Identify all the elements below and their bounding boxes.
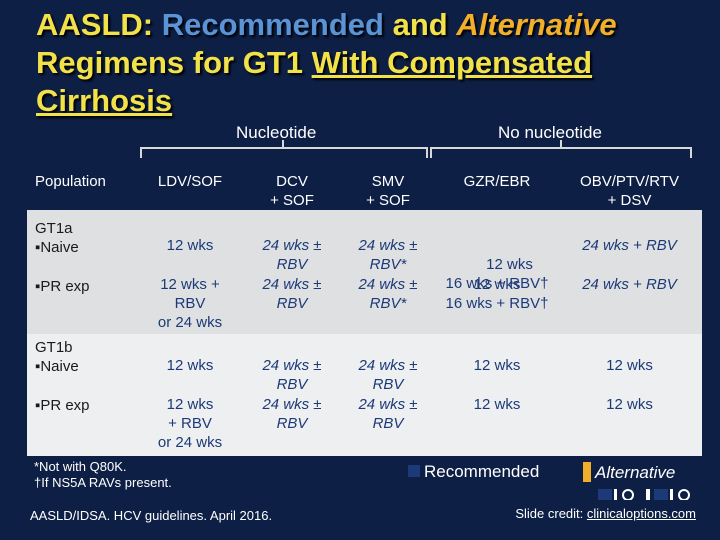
title-line3: Cirrhosis [36,83,173,118]
header-population: Population [35,173,106,190]
credit-prefix: Slide credit: [515,506,584,521]
gt1b-naive-ldv-sof: 12 wks [166,357,214,374]
header-ldv-sof: LDV/SOF [157,173,223,190]
gt1a-prexp-gzr-ebr: 12 wks 16 wks + RBV† [445,276,549,312]
gt1b-prexp-ldv-sof: 12 wks + RBV or 24 wks [157,396,223,451]
header-smv-sof: SMV + SOF [366,173,410,209]
gt1a-prexp-smv-sof: 24 wks ± RBV* [358,276,418,312]
gt1b-section: GT1b ▪Naive ▪PR exp 12 wks 24 wks ± RBV … [27,334,702,456]
legend-alternative: Alternative [583,462,675,483]
gt1a-naive-gzr-ebr-text: 12 wks 16 wks + RBV† [445,256,549,292]
footnotes: *Not with Q80K. †If NS5A RAVs present. [34,459,172,491]
gt1a-naive-smv-sof: 24 wks ± RBV* [358,237,418,273]
gt1a-naive-obv: 24 wks + RBV [582,237,677,254]
recommended-swatch-icon [408,465,420,477]
gt1a-naive-dcv-sof: 24 wks ± RBV [262,237,322,273]
title-line2b: With Compensated [311,45,593,80]
bracket-no-nucleotide [430,140,692,158]
gt1a-label: GT1a [35,220,73,237]
credit-link[interactable]: clinicaloptions.com [586,506,696,521]
gt1b-prexp-gzr-ebr: 12 wks [473,396,521,413]
gt1a-prexp-ldv-sof: 12 wks + RBV or 24 wks [157,276,223,331]
title-part1: AASLD: [36,7,154,42]
regimen-table: Population LDV/SOF DCV + SOF SMV + SOF G… [27,158,702,456]
slide-title: AASLD: Recommended and Alternative Regim… [36,6,676,120]
table-header-row: Population LDV/SOF DCV + SOF SMV + SOF G… [27,158,702,210]
header-dcv-sof: DCV + SOF [270,173,314,209]
source-citation: AASLD/IDSA. HCV guidelines. April 2016. [30,508,273,523]
alternative-swatch-icon [583,462,591,482]
cco-logo-icon [598,489,690,500]
gt1b-naive-gzr-ebr: 12 wks [473,357,521,374]
gt1a-prexp-label: ▪PR exp [35,278,90,295]
gt1b-naive-obv: 12 wks [606,357,653,374]
gt1b-naive-dcv-sof: 24 wks ± RBV [262,357,322,393]
title-line2a: Regimens for GT1 [36,45,303,80]
gt1b-naive-label: ▪Naive [35,358,79,375]
gt1a-naive-ldv-sof: 12 wks [166,237,214,254]
gt1a-prexp-obv: 24 wks + RBV [582,276,677,293]
gt1b-prexp-smv-sof: 24 wks ± RBV [358,396,418,432]
title-alternative: Alternative [456,7,617,42]
legend-recommended-label: Recommended [424,462,540,481]
legend-alternative-label: Alternative [595,463,676,482]
legend-recommended: Recommended [408,462,539,482]
gt1b-prexp-obv: 12 wks [606,396,653,413]
group-label-nucleotide: Nucleotide [236,123,317,142]
title-recommended: Recommended [161,7,384,42]
header-obv-ptv-rtv-dsv: OBV/PTV/RTV + DSV [580,173,679,209]
group-label-no-nucleotide: No nucleotide [498,123,602,142]
footnote-q80k: *Not with Q80K. [34,459,127,474]
footnote-ns5a: †If NS5A RAVs present. [34,475,172,490]
gt1a-section: GT1a ▪Naive ▪PR exp 12 wks 24 wks ± RBV … [27,210,702,334]
gt1b-naive-smv-sof: 24 wks ± RBV [358,357,418,393]
gt1a-naive-gzr-ebr: 12 wks 16 wks + RBV† [442,236,552,312]
title-and: and [392,7,448,42]
gt1b-prexp-dcv-sof: 24 wks ± RBV [262,396,322,432]
gt1b-prexp-label: ▪PR exp [35,397,90,414]
gt1a-prexp-dcv-sof: 24 wks ± RBV [262,276,322,312]
gt1a-naive-label: ▪Naive [35,239,79,256]
slide-credit: Slide credit: clinicaloptions.com [515,506,696,521]
gt1b-label: GT1b [35,339,73,356]
header-gzr-ebr: GZR/EBR [463,173,531,190]
bracket-nucleotide [140,140,428,158]
